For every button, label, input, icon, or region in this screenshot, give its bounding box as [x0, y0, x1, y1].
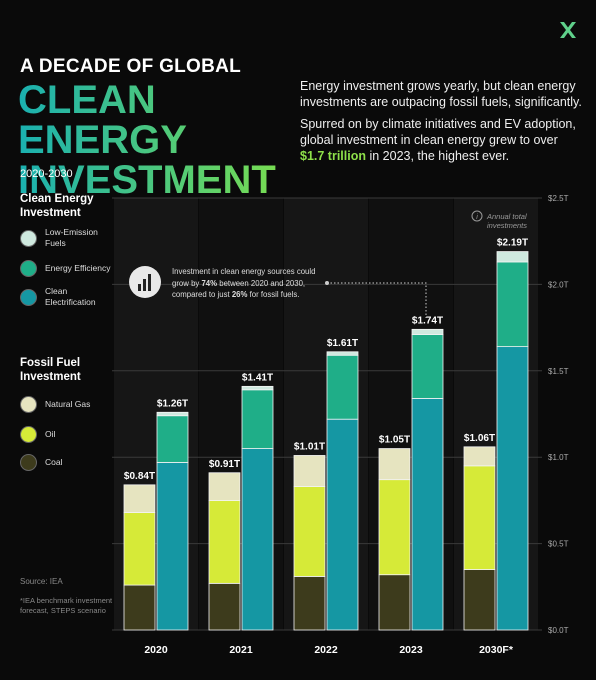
y-tick-label: $2.0T [548, 280, 569, 289]
legend-label: Low-Emission Fuels [45, 227, 98, 248]
bar-segment [156, 411, 189, 417]
heading: A DECADE OF GLOBAL [20, 56, 242, 77]
legend-swatch [20, 425, 37, 443]
bar-segment [496, 346, 529, 631]
legend-title: Fossil Fuel Investment [20, 357, 81, 383]
total-label: $2.19T [497, 238, 528, 249]
legend-item: Energy Efficiency [20, 255, 130, 281]
legend-swatch [20, 229, 37, 247]
legend-item: Oil [20, 421, 130, 447]
total-label: $0.84T [124, 471, 155, 482]
footnote: *IEA benchmark investment forecast, STEP… [20, 596, 113, 615]
bar-segment [378, 574, 411, 631]
legend-label: Energy Efficiency [45, 262, 111, 273]
bar-segment [208, 499, 241, 584]
annotation-icon-bars [138, 274, 151, 291]
bar-segment [326, 354, 359, 420]
highlight: 74% [201, 278, 218, 288]
bar-segment [463, 446, 496, 467]
bar-segment [496, 261, 529, 348]
bar-segment [378, 479, 411, 576]
x-tick-label: 2022 [314, 644, 338, 656]
bar-segment [326, 351, 359, 356]
total-label: $1.41T [242, 372, 273, 383]
bar-segment [241, 385, 274, 391]
annotation-dot [325, 281, 329, 285]
bar-segment [123, 512, 156, 586]
text: in 2023, the highest ever. [366, 149, 510, 163]
bar-segment [293, 455, 326, 487]
y-tick-label: $1.5T [548, 367, 569, 376]
x-tick-label: 2020 [144, 644, 168, 656]
legend-item: Low-Emission Fuels [20, 225, 130, 251]
text: Investment in clean energy sources could… [172, 267, 316, 288]
bar-segment [241, 389, 274, 449]
y-tick-label: $2.5T [548, 194, 569, 203]
legend-item: Coal [20, 449, 130, 475]
legend-label: Clean Electrification [45, 286, 96, 307]
legend-swatch [20, 259, 37, 277]
total-label: $1.74T [412, 315, 443, 326]
title: CLEAN ENERGY INVESTMENT [18, 80, 298, 200]
bar-segment [411, 334, 444, 399]
total-label: $1.01T [294, 441, 325, 452]
x-tick-label: 2023 [399, 644, 423, 656]
legend-item: Clean Electrification [20, 284, 130, 310]
x-tick-label: 2021 [229, 644, 253, 656]
legend-swatch [20, 395, 37, 413]
subtitle: 2020-2030 [20, 168, 73, 180]
info-icon-i: i [476, 214, 478, 221]
highlight: 26% [231, 290, 248, 299]
x-tick-label: 2030F* [479, 644, 514, 656]
legend-label: Oil [45, 428, 56, 439]
bar-segment [463, 465, 496, 570]
bar-segment [293, 576, 326, 631]
bar-segment [411, 398, 444, 631]
labels: $0.0T $0.5T $1.0T $1.5T $2.0T $2.5T $0.84T $0.9… [124, 194, 569, 656]
description: Energy investment grows yearly, but clea… [300, 79, 582, 109]
y-tick-label: $1.0T [548, 453, 569, 462]
bar-segment [208, 582, 241, 631]
bar-segment [411, 328, 444, 335]
y-tick-label: $0.5T [548, 540, 569, 549]
description-2: Spurred on by climate initiatives and EV… [300, 116, 582, 164]
legend-swatch [20, 453, 37, 471]
total-label: $1.26T [157, 398, 188, 409]
legend-label: Natural Gas [45, 398, 91, 409]
bar-segment [156, 415, 189, 463]
total-label: $1.06T [464, 433, 495, 444]
bar-segment [156, 461, 189, 631]
bar-segment [293, 486, 326, 577]
highlight: $1.7 trillion [300, 149, 366, 163]
bar-segment [123, 584, 156, 631]
bar-segment [241, 448, 274, 631]
logo [560, 22, 576, 38]
total-label: $1.05T [379, 435, 410, 446]
total-label: $0.91T [209, 459, 240, 470]
total-note: Annual total investments [487, 212, 528, 230]
annotation-leader [327, 282, 427, 318]
bars [123, 251, 529, 631]
text: Spurred on by climate initiatives and EV… [300, 117, 576, 147]
annotation: Investment in clean energy sources could… [172, 266, 332, 301]
legend-swatch [20, 288, 37, 306]
legend-title: Clean Energy Investment [20, 193, 94, 219]
bar-segment [123, 484, 156, 513]
bar-segment [326, 418, 359, 631]
bar-segment [496, 251, 529, 263]
bar-segment [463, 569, 496, 631]
y-tick-label: $0.0T [548, 626, 569, 635]
text: for fossil fuels. [247, 290, 300, 299]
source: Source: IEA [20, 577, 63, 586]
total-label: $1.61T [327, 338, 358, 349]
legend-item: Natural Gas [20, 391, 130, 417]
bar-segment [208, 472, 241, 501]
bar-segment [378, 448, 411, 481]
info-icon [471, 210, 483, 222]
text: between 2020 and 2030, compared to just [172, 278, 306, 300]
legend-label: Coal [45, 456, 63, 467]
